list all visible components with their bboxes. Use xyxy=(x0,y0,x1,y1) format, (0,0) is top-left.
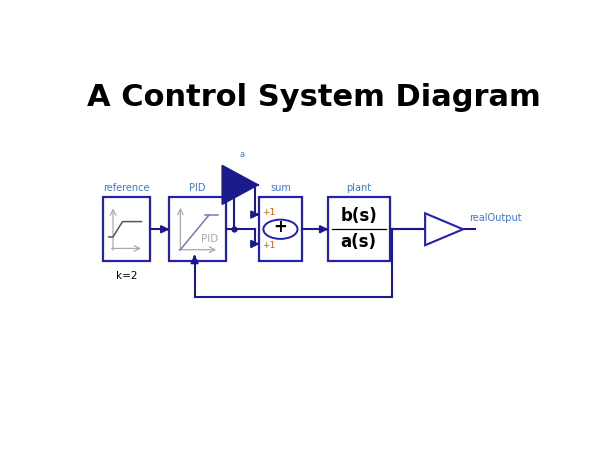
Text: realOutput: realOutput xyxy=(469,213,521,223)
Ellipse shape xyxy=(263,219,297,239)
Polygon shape xyxy=(425,213,463,245)
Text: +1: +1 xyxy=(263,242,275,250)
Text: k=2: k=2 xyxy=(116,271,137,281)
Bar xyxy=(328,197,390,261)
Text: A Control System Diagram: A Control System Diagram xyxy=(87,83,540,112)
Text: PID: PID xyxy=(189,183,206,193)
Text: b(s): b(s) xyxy=(340,207,377,225)
Text: a(s): a(s) xyxy=(341,233,377,251)
Polygon shape xyxy=(222,165,258,204)
Text: plant: plant xyxy=(346,183,371,193)
Bar xyxy=(103,197,150,261)
Bar xyxy=(169,197,226,261)
Text: +1: +1 xyxy=(263,208,275,217)
Bar xyxy=(259,197,302,261)
Text: sum: sum xyxy=(270,183,291,193)
Text: a: a xyxy=(240,150,245,159)
Text: PID: PID xyxy=(201,234,218,244)
Text: +: + xyxy=(274,219,288,236)
Text: reference: reference xyxy=(103,183,149,193)
